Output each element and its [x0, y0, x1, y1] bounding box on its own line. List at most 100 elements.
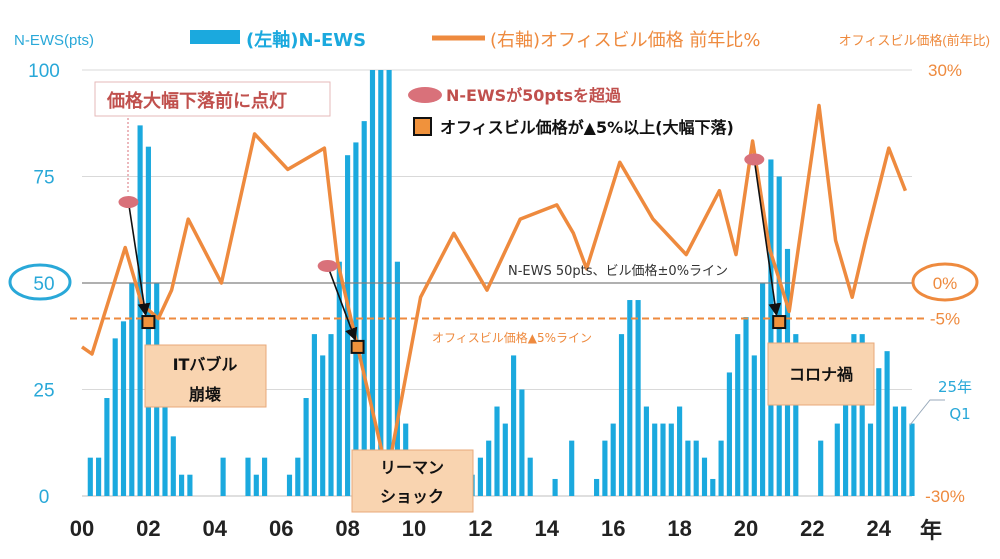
- bar: [867, 423, 874, 496]
- bar: [701, 457, 708, 496]
- event-label-it-bubble-1: ITバブル: [173, 355, 238, 374]
- bar: [876, 368, 882, 496]
- bar: [892, 406, 898, 496]
- bar: [685, 440, 691, 496]
- bar: [519, 389, 525, 496]
- bar: [743, 317, 749, 496]
- bar: [668, 423, 674, 496]
- x-axis-ticks: 00 02 04 06 08 10 12 14 16 18 20 22 24: [70, 516, 892, 541]
- bar: [618, 334, 625, 496]
- ews-over-marker: [317, 259, 338, 272]
- bar: [311, 334, 317, 496]
- series-line: [80, 103, 908, 477]
- bar: [594, 478, 600, 496]
- bar: [137, 125, 143, 496]
- left-tick-label: 50: [33, 274, 54, 295]
- left-tick-label: 100: [28, 61, 60, 82]
- latest-leader: [909, 399, 945, 426]
- bar: [610, 423, 616, 496]
- price-drop-marker: [350, 339, 365, 354]
- bar: [851, 334, 857, 496]
- bar: [635, 300, 641, 496]
- bar: [834, 423, 840, 496]
- price-drop-legend-label: オフィスビル価格が▲5%以上(大幅下落): [440, 118, 734, 137]
- legend-bar-label: (左軸)N-EWS: [246, 29, 366, 51]
- bar: [295, 457, 301, 496]
- bar: [718, 440, 724, 496]
- event-box-covid: [767, 342, 875, 406]
- right-tick-label: -5%: [930, 310, 960, 329]
- bar: [286, 474, 293, 496]
- bar: [552, 478, 558, 496]
- left-tick-label: 25: [33, 381, 54, 402]
- bar: [569, 440, 575, 496]
- bar: [602, 440, 608, 496]
- legend-line-label: (右軸)オフィスビル価格 前年比%: [490, 30, 761, 51]
- callout-box: [94, 81, 331, 117]
- bar: [768, 159, 774, 496]
- bar: [112, 338, 118, 496]
- bar: [909, 423, 915, 496]
- arrow: [326, 265, 358, 341]
- bar: [511, 355, 517, 496]
- right-axis-label: オフィスビル価格(前年比): [839, 33, 990, 48]
- left-50-circle: [8, 263, 72, 301]
- x-tick-label: 12: [468, 516, 492, 541]
- event-box-lehman: [351, 449, 474, 513]
- bar: [320, 355, 326, 496]
- bar: [96, 457, 102, 496]
- latest-label-quarter: Q1: [949, 405, 970, 423]
- bar: [336, 261, 342, 496]
- bar: [328, 334, 334, 496]
- price-drop-marker: [772, 315, 787, 330]
- bar: [394, 261, 400, 496]
- x-tick-label: 02: [136, 516, 160, 541]
- bar: [303, 398, 309, 496]
- ref-line-minus5-label: オフィスビル価格▲5%ライン: [432, 330, 592, 345]
- x-tick-label: 08: [335, 516, 359, 541]
- ref-line-50-label: N-EWS 50pts、ビル価格±0%ライン: [508, 263, 728, 279]
- left-axis-label: N-EWS(pts): [14, 32, 94, 49]
- bar: [494, 406, 500, 496]
- bar: [187, 474, 193, 496]
- annotation-markers: [118, 153, 787, 354]
- bar: [353, 142, 359, 497]
- bar: [693, 440, 699, 496]
- arrow: [753, 159, 782, 317]
- event-label-lehman-2: ショック: [380, 487, 444, 506]
- line-series-office-price: [80, 103, 908, 477]
- bar: [245, 457, 251, 496]
- event-label-covid: コロナ禍: [789, 365, 853, 384]
- bar: [162, 376, 168, 496]
- event-label-it-bubble-2: 崩壊: [189, 385, 222, 404]
- bar: [170, 436, 176, 496]
- left-tick-label: 0: [39, 487, 50, 508]
- bar: [643, 406, 649, 496]
- bar: [660, 423, 666, 496]
- x-tick-label: 18: [667, 516, 691, 541]
- bar: [776, 176, 782, 496]
- latest-label-year: 25年: [938, 378, 972, 396]
- bar: [793, 334, 799, 496]
- bar: [751, 355, 757, 496]
- bar: [818, 440, 824, 496]
- event-label-lehman-1: リーマン: [380, 458, 444, 477]
- arrow: [127, 201, 151, 317]
- left-axis-ticks: 0 25 50 75 100: [28, 61, 60, 508]
- bar: [179, 474, 185, 496]
- bar: [627, 300, 633, 496]
- bar: [87, 457, 93, 496]
- price-drop-marker: [141, 315, 156, 330]
- bar: [760, 283, 766, 496]
- bar: [710, 478, 716, 496]
- right-0-circle: [911, 262, 979, 302]
- x-tick-label: 00: [70, 516, 94, 541]
- event-box-it-bubble: [144, 344, 267, 408]
- x-tick-label: 06: [269, 516, 293, 541]
- bar: [652, 423, 658, 496]
- x-tick-label: 22: [800, 516, 824, 541]
- ews-over-marker: [744, 153, 765, 166]
- bar: [677, 406, 683, 496]
- right-tick-label: 30%: [928, 61, 962, 80]
- price-drop-legend-marker: [413, 117, 432, 136]
